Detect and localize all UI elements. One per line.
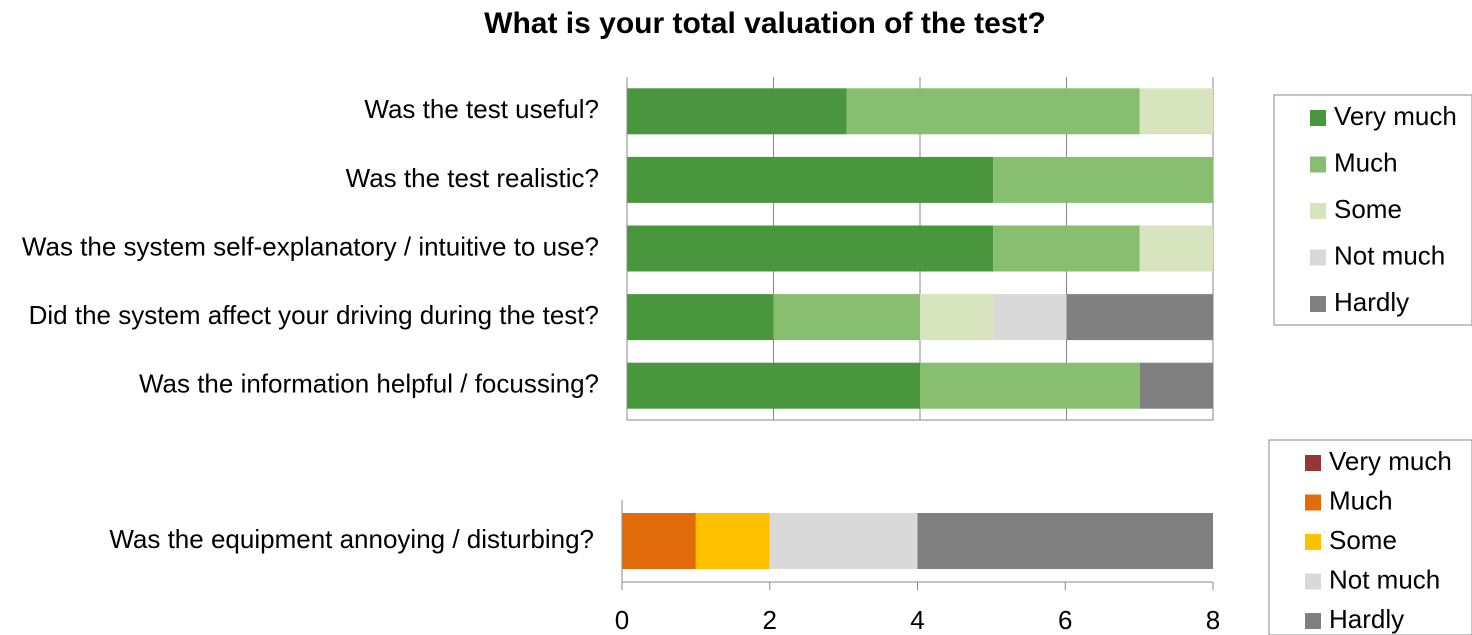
legend-swatch: [1305, 534, 1321, 550]
x-tick-label: 2: [763, 605, 777, 635]
legend-box: [1268, 439, 1472, 635]
legend-swatch: [1310, 156, 1326, 173]
y-tick-label: Was the equipment annoying / disturbing?: [109, 524, 594, 554]
legend-swatch: [1310, 110, 1326, 126]
bar-segment: [627, 294, 774, 341]
legend-label: Hardly: [1334, 287, 1409, 317]
bar-segment: [993, 294, 1067, 341]
bar-segment: [1066, 294, 1213, 341]
legend-swatch: [1305, 613, 1321, 629]
y-tick-label: Was the information helpful / focussing?: [139, 369, 599, 399]
legend-label: Very much: [1334, 101, 1457, 131]
legend-swatch: [1310, 203, 1326, 219]
bar-segment: [1139, 88, 1213, 135]
x-tick-label: 6: [1058, 605, 1072, 635]
bar-segment: [695, 513, 770, 569]
y-tick-label: Was the test useful?: [364, 94, 599, 124]
bar-segment: [917, 513, 1213, 569]
bar-segment: [993, 225, 1140, 272]
legend-label: Not much: [1334, 240, 1445, 270]
bar-segment: [1139, 225, 1213, 272]
bar-segment: [993, 156, 1213, 203]
x-tick-label: 0: [615, 605, 629, 635]
x-tick-label: 4: [910, 605, 924, 635]
bar-segment: [622, 513, 696, 569]
bar-segment: [846, 88, 1140, 135]
legend-swatch: [1305, 494, 1321, 511]
bar-segment: [627, 225, 994, 272]
y-tick-label: Was the test realistic?: [346, 163, 599, 193]
legend-swatch: [1305, 455, 1321, 471]
x-tick-label: 8: [1206, 605, 1220, 635]
y-tick-label: Did the system affect your driving durin…: [29, 300, 599, 330]
bar-segment: [1139, 362, 1213, 409]
bar-segment: [920, 294, 994, 341]
legend-label: Some: [1329, 525, 1397, 555]
legend-label: Some: [1334, 194, 1402, 224]
legend-label: Much: [1329, 485, 1393, 515]
legend-label: Much: [1334, 147, 1398, 177]
legend-swatch: [1310, 249, 1326, 266]
bar-segment: [769, 513, 918, 569]
legend-swatch: [1310, 296, 1326, 312]
bar-segment: [627, 362, 920, 409]
chart-title: What is your total valuation of the test…: [484, 7, 1046, 40]
y-tick-label: Was the system self-explanatory / intuit…: [22, 231, 599, 261]
bar-segment: [773, 294, 920, 341]
bar-segment: [920, 362, 1140, 409]
bar-segment: [627, 156, 994, 203]
legend-box: [1273, 94, 1472, 326]
legend-swatch: [1305, 573, 1321, 590]
legend-label: Not much: [1329, 564, 1440, 594]
legend-label: Very much: [1329, 446, 1452, 476]
legend-label: Hardly: [1329, 604, 1404, 634]
bar-segment: [627, 88, 847, 135]
